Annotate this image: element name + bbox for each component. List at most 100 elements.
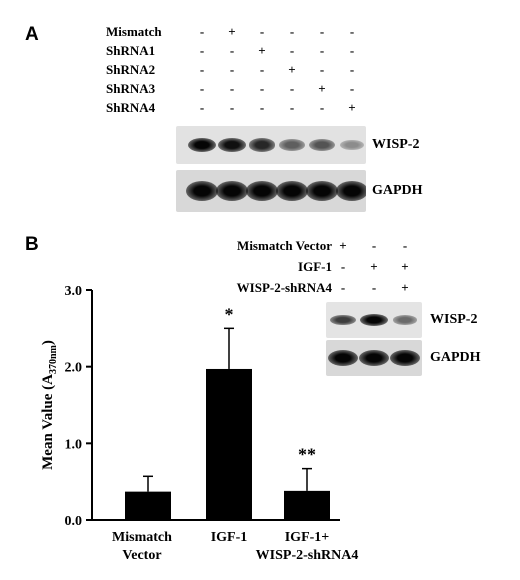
wisp2-band (392, 315, 418, 325)
y-axis-label-main: Mean Value (A (40, 374, 56, 470)
panel-a-sign: + (258, 43, 266, 58)
panel-a-sign: - (289, 81, 295, 96)
panel-b-row-label: WISP-2-shRNA4 (236, 280, 332, 295)
panel-a-sign: - (259, 24, 265, 39)
wisp2-band (340, 139, 364, 151)
panel-a-sign: - (289, 24, 295, 39)
panel-a-sign: - (199, 24, 205, 39)
panel-a-sign: - (259, 81, 265, 96)
panel-a-sign: - (199, 81, 205, 96)
blot-label: WISP-2 (372, 137, 420, 152)
panel-a-sign: - (229, 81, 235, 96)
y-tick-label: 0.0 (65, 514, 83, 529)
chart-error-bars (143, 327, 312, 492)
panel-a-sign: - (319, 62, 325, 77)
panel-a-sign: + (288, 62, 296, 77)
panel-a-sign: + (318, 81, 326, 96)
x-category-label: IGF-1+ (285, 530, 330, 545)
panel-a-sign: - (199, 43, 205, 58)
panel-b-sign: - (402, 238, 408, 253)
panel-a-sign: - (349, 62, 355, 77)
panel-a-sign: - (229, 100, 235, 115)
y-axis-label-subscript: 370nm (48, 344, 59, 374)
panel-b-sign: + (401, 259, 409, 274)
panel-a-letter: A (25, 24, 39, 45)
panel-a-sign: + (348, 100, 356, 115)
panel-b-sign: - (340, 259, 346, 274)
panel-a-sign: - (349, 81, 355, 96)
panel-a-row-label: Mismatch (106, 24, 162, 39)
y-tick-label: 1.0 (65, 437, 83, 452)
y-axis-label: Mean Value (A370nm) (40, 340, 59, 470)
chart-categories: Mismatch Vector IGF-1 IGF-1+ WISP-2-shRNA4 (112, 530, 358, 563)
x-category-label: Vector (122, 548, 161, 563)
wisp2-band (248, 138, 276, 152)
panel-a-sign: - (229, 62, 235, 77)
panel-a-sign: - (349, 24, 355, 39)
panel-b-row-label: Mismatch Vector (237, 238, 332, 253)
panel-b-row-label: IGF-1 (298, 259, 332, 274)
panel-a-row-label: ShRNA1 (106, 43, 156, 58)
chart-y-ticks: 0.0 1.0 2.0 3.0 (65, 284, 92, 529)
panel-a-row-label: ShRNA2 (106, 62, 156, 77)
panel-a-sign: - (259, 100, 265, 115)
bar (284, 490, 330, 520)
x-category-label: IGF-1 (211, 530, 248, 545)
wisp2-band (188, 138, 216, 152)
panel-a-sign: - (319, 100, 325, 115)
significance-marker: ** (298, 445, 316, 465)
wisp2-band (360, 314, 388, 326)
gapdh-band (246, 181, 278, 201)
y-tick-label: 2.0 (65, 361, 83, 376)
panel-a-sign: - (199, 62, 205, 77)
panel-a-row-label: ShRNA3 (106, 81, 156, 96)
panel-a-sign: - (319, 43, 325, 58)
western-blot-gapdh-b (326, 340, 422, 376)
panel-b-sign: + (370, 259, 378, 274)
gapdh-band (359, 350, 389, 366)
gapdh-band (306, 181, 338, 201)
gapdh-band (328, 350, 358, 366)
wisp2-band (218, 138, 246, 152)
chart-annotations: *** (225, 304, 317, 464)
panel-a-sign: - (289, 100, 295, 115)
panel-b-sign: - (340, 280, 346, 295)
gapdh-band (186, 181, 218, 201)
panel-b-sign: + (401, 280, 409, 295)
panel-a-sign: - (349, 43, 355, 58)
wisp2-band (279, 139, 305, 151)
wisp2-band (309, 138, 335, 151)
blot-label: GAPDH (430, 350, 481, 365)
gapdh-band (390, 350, 420, 366)
blot-label: GAPDH (372, 183, 423, 198)
panel-a-row-label: ShRNA4 (106, 100, 156, 115)
panel-a-sign: - (199, 100, 205, 115)
panel-a-sign: + (228, 24, 236, 39)
wisp2-band (329, 314, 357, 326)
panel-a-sign: - (319, 24, 325, 39)
western-blot-wisp2-b (326, 302, 422, 338)
panel-a-sign: - (259, 62, 265, 77)
x-category-label: WISP-2-shRNA4 (256, 548, 359, 563)
bar (206, 368, 252, 520)
western-blot-gapdh-a (176, 170, 366, 212)
western-blot-wisp2-a (176, 126, 366, 164)
panel-b-letter: B (25, 234, 39, 255)
significance-marker: * (225, 304, 234, 324)
panel-b-sign: - (371, 280, 377, 295)
gapdh-band (336, 181, 366, 201)
panel-a-sign: - (289, 43, 295, 58)
chart-bars (125, 368, 330, 520)
y-tick-label: 3.0 (65, 284, 83, 299)
gapdh-band (276, 181, 308, 201)
blot-label: WISP-2 (430, 312, 478, 327)
x-category-label: Mismatch (112, 530, 172, 545)
panel-b-sign: + (339, 238, 347, 253)
bar (125, 491, 171, 520)
y-axis-label-close: ) (40, 340, 56, 345)
panel-a-sign: - (229, 43, 235, 58)
gapdh-band (216, 181, 248, 201)
panel-b-sign: - (371, 238, 377, 253)
